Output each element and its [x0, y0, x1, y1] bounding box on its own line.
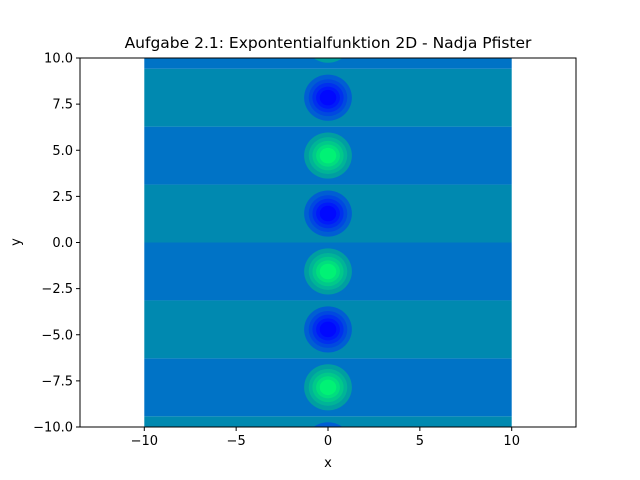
x-tick-label: 10	[503, 434, 520, 449]
contour-max-3	[304, 248, 352, 295]
contour-min-6	[304, 74, 352, 121]
contour-level-5-4	[319, 147, 337, 164]
x-tick-label: −10	[131, 434, 158, 449]
y-tick-label: −7.5	[41, 374, 73, 389]
contour-max-1	[304, 364, 352, 411]
y-tick-label: 0.0	[52, 236, 73, 251]
contour-band-0	[144, 416, 512, 427]
x-axis-label: x	[324, 456, 332, 471]
x-axis: −10 −5 0 5 10	[131, 427, 520, 449]
chart-title: Aufgabe 2.1: Expontentialfunktion 2D - N…	[125, 34, 532, 52]
contour-level-7-0	[313, 58, 343, 63]
y-tick-label: −5.0	[41, 328, 73, 343]
contour-max-5	[304, 132, 352, 179]
x-tick-label: 0	[324, 434, 332, 449]
y-tick-label: −10.0	[33, 421, 73, 436]
y-axis-label: y	[9, 238, 24, 246]
plot-area	[144, 58, 512, 427]
y-tick-label: 2.5	[52, 190, 73, 205]
y-tick-label: −2.5	[41, 282, 73, 297]
x-tick-label: 5	[416, 434, 424, 449]
contour-level-1-4	[319, 379, 337, 396]
contour-level-2-4	[319, 321, 337, 338]
contour-band-7	[144, 58, 512, 69]
contour-min-4	[304, 190, 352, 237]
y-axis: −10.0 −7.5 −5.0 −2.5 0.0 2.5 5.0 7.5 10.0	[33, 52, 80, 436]
contour-level-4-4	[319, 205, 337, 222]
y-tick-label: 7.5	[52, 98, 73, 113]
x-tick-label: −5	[227, 434, 246, 449]
contour-level-0-0	[313, 422, 343, 427]
contour-min-2	[304, 306, 352, 353]
contour-level-3-4	[319, 263, 337, 280]
contour-level-6-4	[319, 89, 337, 106]
y-tick-label: 10.0	[44, 52, 73, 67]
y-tick-label: 5.0	[52, 144, 73, 159]
